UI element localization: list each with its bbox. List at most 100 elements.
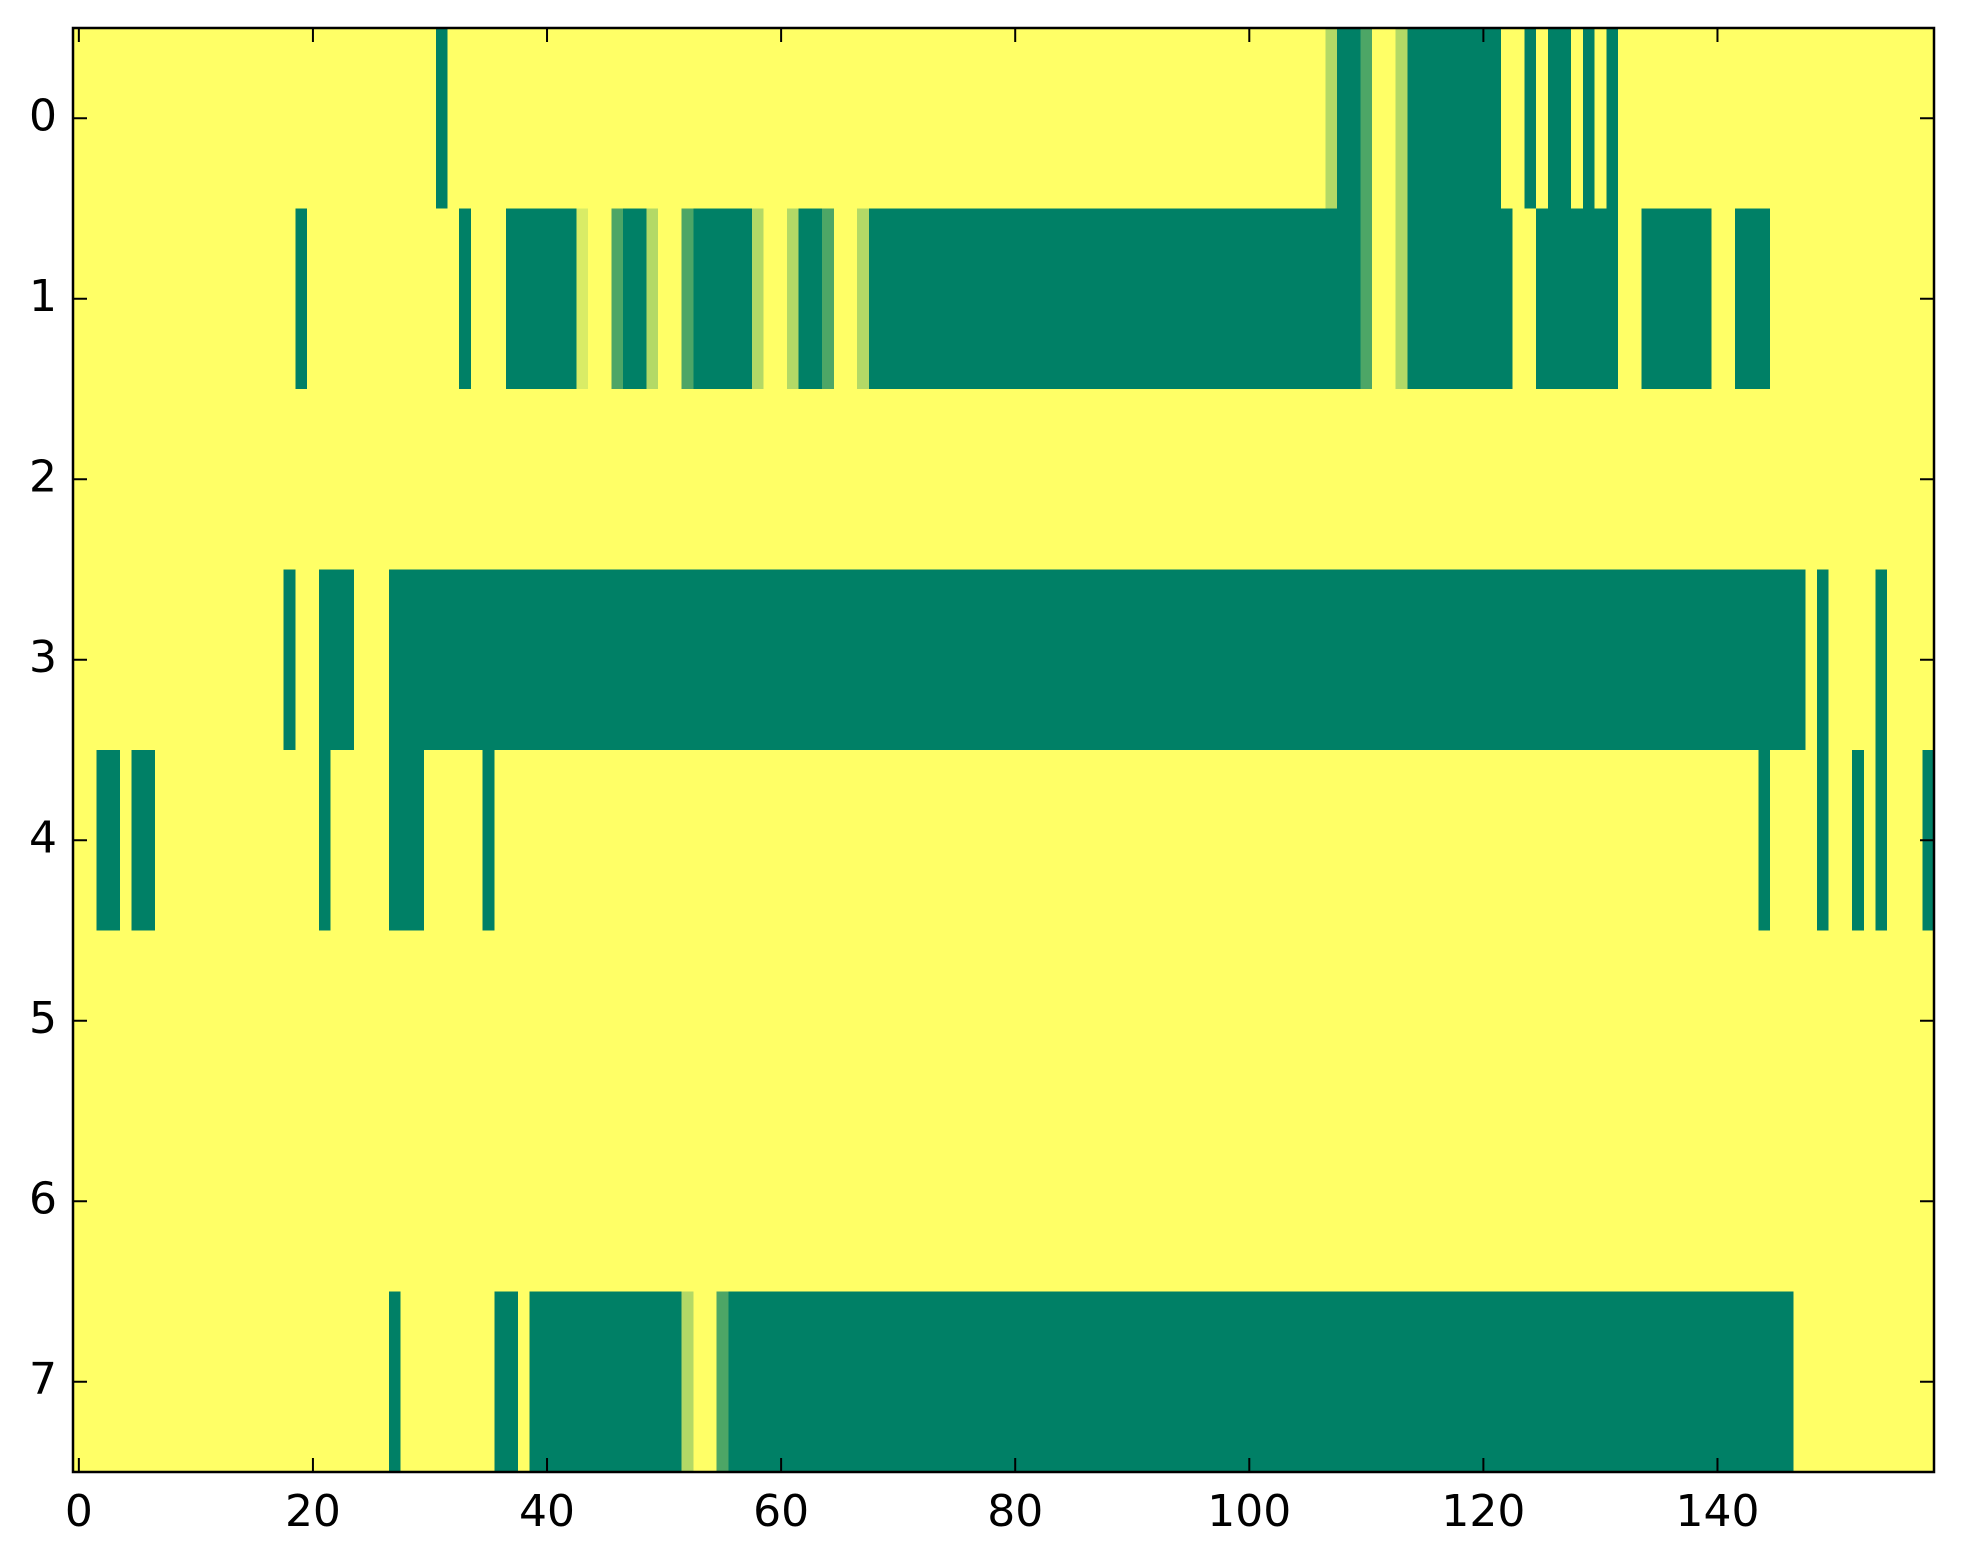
- heatmap-cell: [1840, 208, 1853, 390]
- heatmap-cell: [1348, 930, 1362, 1112]
- heatmap-cell: [1863, 28, 1877, 210]
- heatmap-cell: [1711, 1291, 1724, 1473]
- heatmap-cell: [1676, 1111, 1689, 1293]
- heatmap-cell: [1793, 750, 1806, 932]
- heatmap-cell: [1102, 389, 1116, 571]
- heatmap-cell: [798, 930, 811, 1112]
- heatmap-cell: [587, 1291, 601, 1473]
- heatmap-cell: [599, 28, 613, 210]
- heatmap-cell: [271, 208, 285, 390]
- heatmap-cell: [1454, 1111, 1467, 1293]
- heatmap-cell: [236, 1111, 250, 1293]
- heatmap-cell: [1184, 1111, 1198, 1293]
- heatmap-cell: [143, 1291, 156, 1473]
- heatmap-cell: [623, 930, 636, 1112]
- heatmap-cell: [1243, 569, 1256, 751]
- heatmap-cell: [1465, 208, 1479, 390]
- heatmap-cell: [1699, 28, 1713, 210]
- heatmap-cell: [1898, 389, 1912, 571]
- heatmap-cell: [506, 28, 519, 210]
- heatmap-cell: [1617, 208, 1631, 390]
- heatmap-cell: [599, 208, 613, 390]
- heatmap-cell: [1723, 750, 1736, 932]
- y-tick-label: 6: [29, 1173, 57, 1224]
- heatmap-cell: [1114, 930, 1127, 1112]
- heatmap-cell: [950, 930, 964, 1112]
- heatmap-cell: [1255, 28, 1268, 210]
- heatmap-cell: [1735, 930, 1748, 1112]
- heatmap-cell: [950, 389, 964, 571]
- heatmap-cell: [108, 750, 121, 932]
- heatmap-cell: [1500, 28, 1514, 210]
- heatmap-cell: [1641, 208, 1654, 390]
- heatmap-cell: [1489, 750, 1502, 932]
- heatmap-cell: [166, 569, 179, 751]
- heatmap-cell: [1231, 389, 1245, 571]
- heatmap-cell: [447, 208, 460, 390]
- heatmap-cell: [1781, 930, 1795, 1112]
- heatmap-cell: [1852, 1291, 1865, 1473]
- heatmap-cell: [857, 930, 870, 1112]
- heatmap-cell: [669, 1291, 683, 1473]
- heatmap-cell: [1126, 28, 1139, 210]
- heatmap-cell: [517, 208, 531, 390]
- heatmap-cell: [1617, 1291, 1631, 1473]
- heatmap-cell: [143, 208, 156, 390]
- heatmap-cell: [1571, 1111, 1584, 1293]
- heatmap-cell: [1114, 389, 1127, 571]
- heatmap-cell: [1208, 389, 1221, 571]
- heatmap-cell: [1102, 569, 1116, 751]
- heatmap-cell: [1559, 750, 1572, 932]
- heatmap-cell: [1781, 569, 1795, 751]
- heatmap-cell: [1161, 28, 1174, 210]
- heatmap-cell: [1348, 28, 1362, 210]
- heatmap-cell: [494, 28, 507, 210]
- heatmap-cell: [1091, 28, 1104, 210]
- heatmap-cell: [1852, 1111, 1865, 1293]
- heatmap-cell: [1337, 208, 1350, 390]
- heatmap-cell: [1781, 750, 1795, 932]
- heatmap-cell: [1898, 1111, 1912, 1293]
- heatmap-cell: [190, 389, 203, 571]
- heatmap-cell: [1220, 569, 1233, 751]
- heatmap-cell: [833, 930, 847, 1112]
- heatmap-cell: [1758, 1291, 1771, 1473]
- heatmap-cell: [166, 208, 179, 390]
- heatmap-cell: [1243, 750, 1256, 932]
- heatmap-cell: [634, 1291, 648, 1473]
- heatmap-cell: [974, 1111, 987, 1293]
- heatmap-cell: [1278, 208, 1291, 390]
- heatmap-cell: [1395, 208, 1408, 390]
- heatmap-cell: [915, 1111, 929, 1293]
- heatmap-cell: [1067, 930, 1081, 1112]
- heatmap-cell: [623, 1291, 636, 1473]
- heatmap-cell: [552, 930, 566, 1112]
- heatmap-cell: [950, 569, 964, 751]
- heatmap-cell: [260, 208, 273, 390]
- heatmap-cell: [716, 569, 730, 751]
- heatmap-cell: [634, 930, 648, 1112]
- heatmap-cell: [236, 750, 250, 932]
- heatmap-cell: [1699, 1111, 1713, 1293]
- heatmap-cell: [1255, 750, 1268, 932]
- heatmap-cell: [365, 569, 378, 751]
- heatmap-cell: [400, 389, 414, 571]
- heatmap-cell: [470, 28, 484, 210]
- heatmap-cell: [1102, 208, 1116, 390]
- heatmap-cell: [1231, 1291, 1245, 1473]
- heatmap-cell: [892, 1111, 905, 1293]
- heatmap-cell: [307, 1111, 320, 1293]
- heatmap-cell: [587, 1111, 601, 1293]
- heatmap-cell: [412, 930, 425, 1112]
- heatmap-cell: [1852, 569, 1865, 751]
- heatmap-cell: [330, 1291, 343, 1473]
- heatmap-cell: [1559, 930, 1572, 1112]
- heatmap-cell: [1805, 930, 1818, 1112]
- heatmap-cell: [1220, 1291, 1233, 1473]
- heatmap-cell: [1781, 208, 1795, 390]
- heatmap-cell: [541, 28, 554, 210]
- heatmap-cell: [1138, 569, 1151, 751]
- heatmap-cell: [1372, 750, 1385, 932]
- heatmap-cell: [810, 28, 823, 210]
- heatmap-cell: [1266, 389, 1280, 571]
